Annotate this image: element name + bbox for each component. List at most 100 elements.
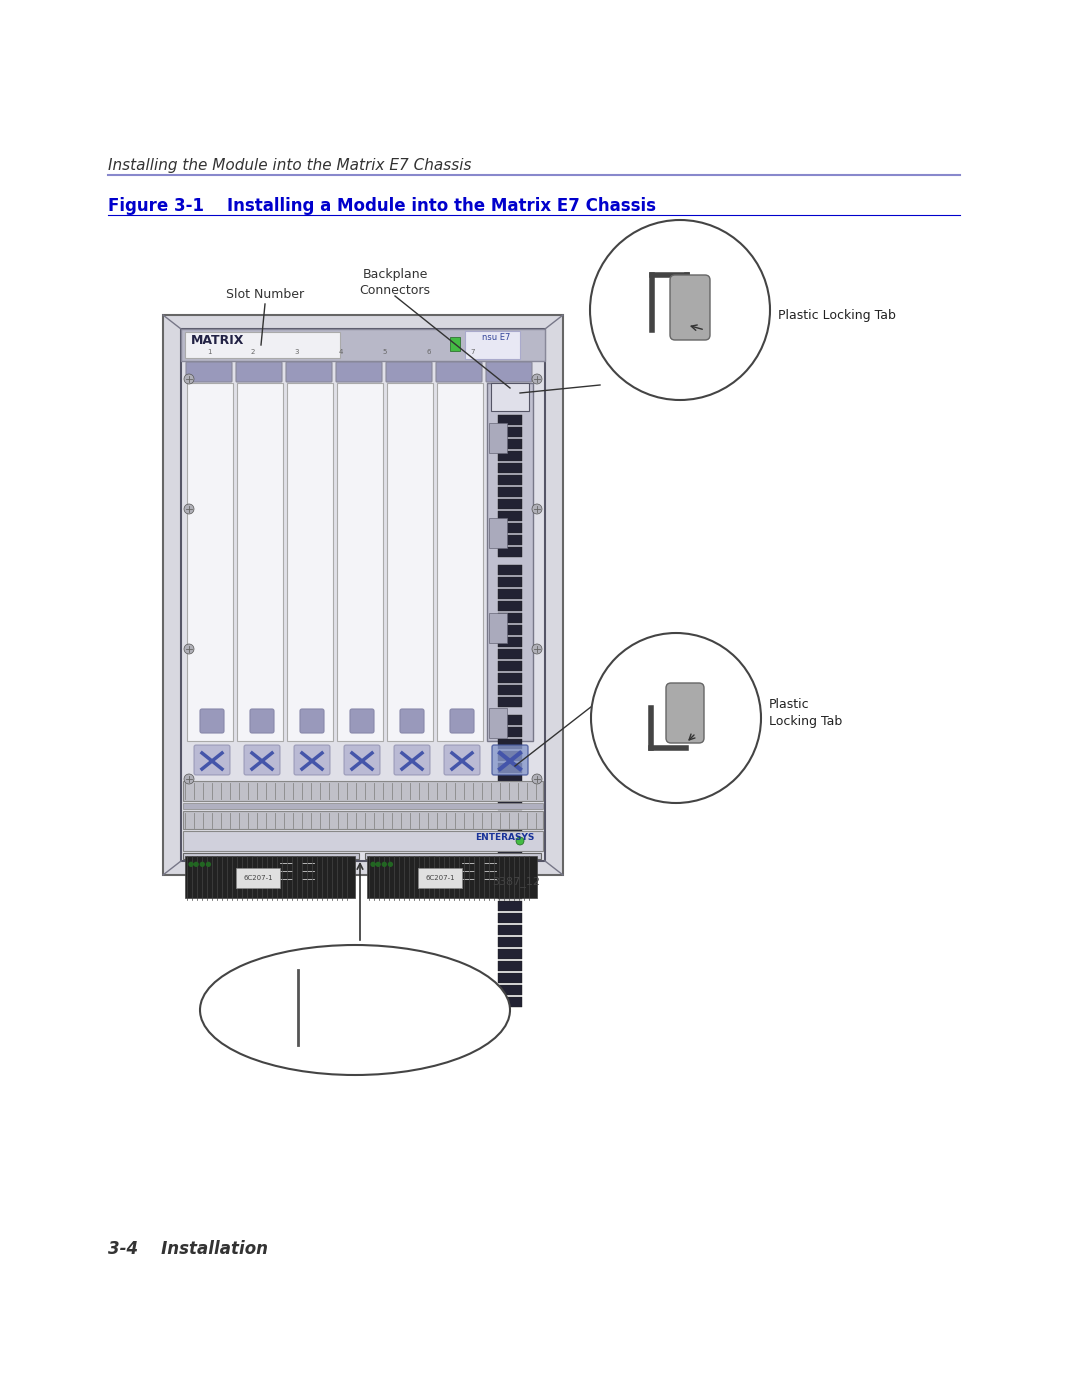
Bar: [498, 511, 522, 521]
Bar: [450, 337, 460, 351]
Bar: [498, 997, 522, 1007]
Bar: [315, 975, 323, 1035]
Bar: [498, 522, 522, 534]
Bar: [187, 383, 233, 740]
Bar: [498, 439, 522, 448]
Bar: [183, 831, 543, 851]
Bar: [365, 854, 541, 859]
Bar: [498, 488, 522, 497]
Circle shape: [532, 644, 542, 654]
Text: ENTERASYS: ENTERASYS: [475, 833, 535, 842]
FancyBboxPatch shape: [486, 362, 532, 381]
FancyBboxPatch shape: [194, 745, 230, 775]
Bar: [498, 661, 522, 671]
Text: 6: 6: [427, 349, 431, 355]
Bar: [498, 901, 522, 911]
FancyBboxPatch shape: [394, 745, 430, 775]
Text: Metal Back-Panel: Metal Back-Panel: [249, 981, 351, 993]
Bar: [185, 332, 340, 358]
Bar: [498, 823, 522, 833]
Bar: [498, 577, 522, 587]
Circle shape: [590, 219, 770, 400]
FancyBboxPatch shape: [237, 362, 282, 381]
Bar: [185, 856, 355, 898]
Bar: [183, 812, 543, 828]
Text: Circuit Card: Circuit Card: [360, 992, 430, 1004]
Text: Backplane
Connectors: Backplane Connectors: [360, 268, 431, 298]
Text: nsu E7: nsu E7: [482, 332, 511, 342]
Bar: [498, 427, 522, 437]
Text: 7: 7: [471, 349, 475, 355]
FancyBboxPatch shape: [400, 710, 424, 733]
FancyBboxPatch shape: [450, 710, 474, 733]
Circle shape: [516, 837, 524, 845]
Text: Installing the Module into the Matrix E7 Chassis: Installing the Module into the Matrix E7…: [108, 158, 472, 173]
Bar: [437, 383, 483, 740]
Bar: [278, 858, 294, 888]
Bar: [367, 856, 537, 898]
Circle shape: [532, 774, 542, 784]
Bar: [498, 775, 522, 785]
Bar: [498, 613, 522, 623]
Bar: [312, 1030, 314, 1042]
Text: Plastic
Locking Tab: Plastic Locking Tab: [769, 697, 842, 728]
Text: 6C207-1: 6C207-1: [243, 875, 272, 882]
Bar: [498, 914, 522, 923]
Bar: [498, 590, 522, 599]
Bar: [498, 601, 522, 610]
Bar: [498, 697, 522, 707]
Bar: [498, 739, 522, 749]
Text: ●●●●: ●●●●: [188, 861, 213, 868]
Circle shape: [423, 856, 443, 877]
Bar: [498, 535, 522, 545]
FancyBboxPatch shape: [436, 362, 482, 381]
FancyBboxPatch shape: [249, 710, 274, 733]
Circle shape: [411, 863, 419, 870]
FancyBboxPatch shape: [186, 362, 232, 381]
Text: 1: 1: [206, 349, 212, 355]
Bar: [498, 888, 522, 900]
Bar: [498, 624, 522, 636]
FancyBboxPatch shape: [300, 710, 324, 733]
Bar: [324, 1030, 326, 1042]
Bar: [498, 812, 522, 821]
Text: Plastic Locking Tab: Plastic Locking Tab: [778, 309, 896, 321]
Bar: [321, 1030, 323, 1042]
Bar: [498, 475, 522, 485]
Bar: [498, 548, 522, 557]
Bar: [183, 781, 543, 800]
Bar: [498, 415, 522, 425]
Circle shape: [184, 644, 194, 654]
Bar: [465, 331, 519, 359]
Bar: [498, 462, 522, 474]
Bar: [498, 937, 522, 947]
Bar: [300, 858, 316, 888]
Bar: [491, 383, 529, 411]
Text: Figure 3-1    Installing a Module into the Matrix E7 Chassis: Figure 3-1 Installing a Module into the …: [108, 197, 656, 215]
Bar: [498, 726, 522, 738]
Bar: [487, 383, 534, 740]
Bar: [498, 787, 522, 798]
FancyBboxPatch shape: [294, 745, 330, 775]
Bar: [498, 877, 522, 887]
Bar: [498, 499, 522, 509]
Bar: [498, 650, 522, 659]
Bar: [498, 865, 522, 875]
Circle shape: [532, 504, 542, 514]
FancyBboxPatch shape: [444, 745, 480, 775]
Bar: [181, 330, 545, 360]
Circle shape: [241, 856, 261, 877]
Text: 6C207-1: 6C207-1: [426, 875, 455, 882]
FancyBboxPatch shape: [492, 745, 528, 775]
FancyBboxPatch shape: [666, 683, 704, 743]
Bar: [498, 715, 522, 725]
Bar: [460, 858, 476, 888]
Bar: [498, 752, 522, 761]
FancyBboxPatch shape: [386, 362, 432, 381]
Bar: [498, 961, 522, 971]
Ellipse shape: [200, 944, 510, 1076]
Bar: [498, 799, 522, 809]
Bar: [498, 972, 522, 983]
Bar: [498, 451, 522, 461]
Bar: [498, 949, 522, 958]
